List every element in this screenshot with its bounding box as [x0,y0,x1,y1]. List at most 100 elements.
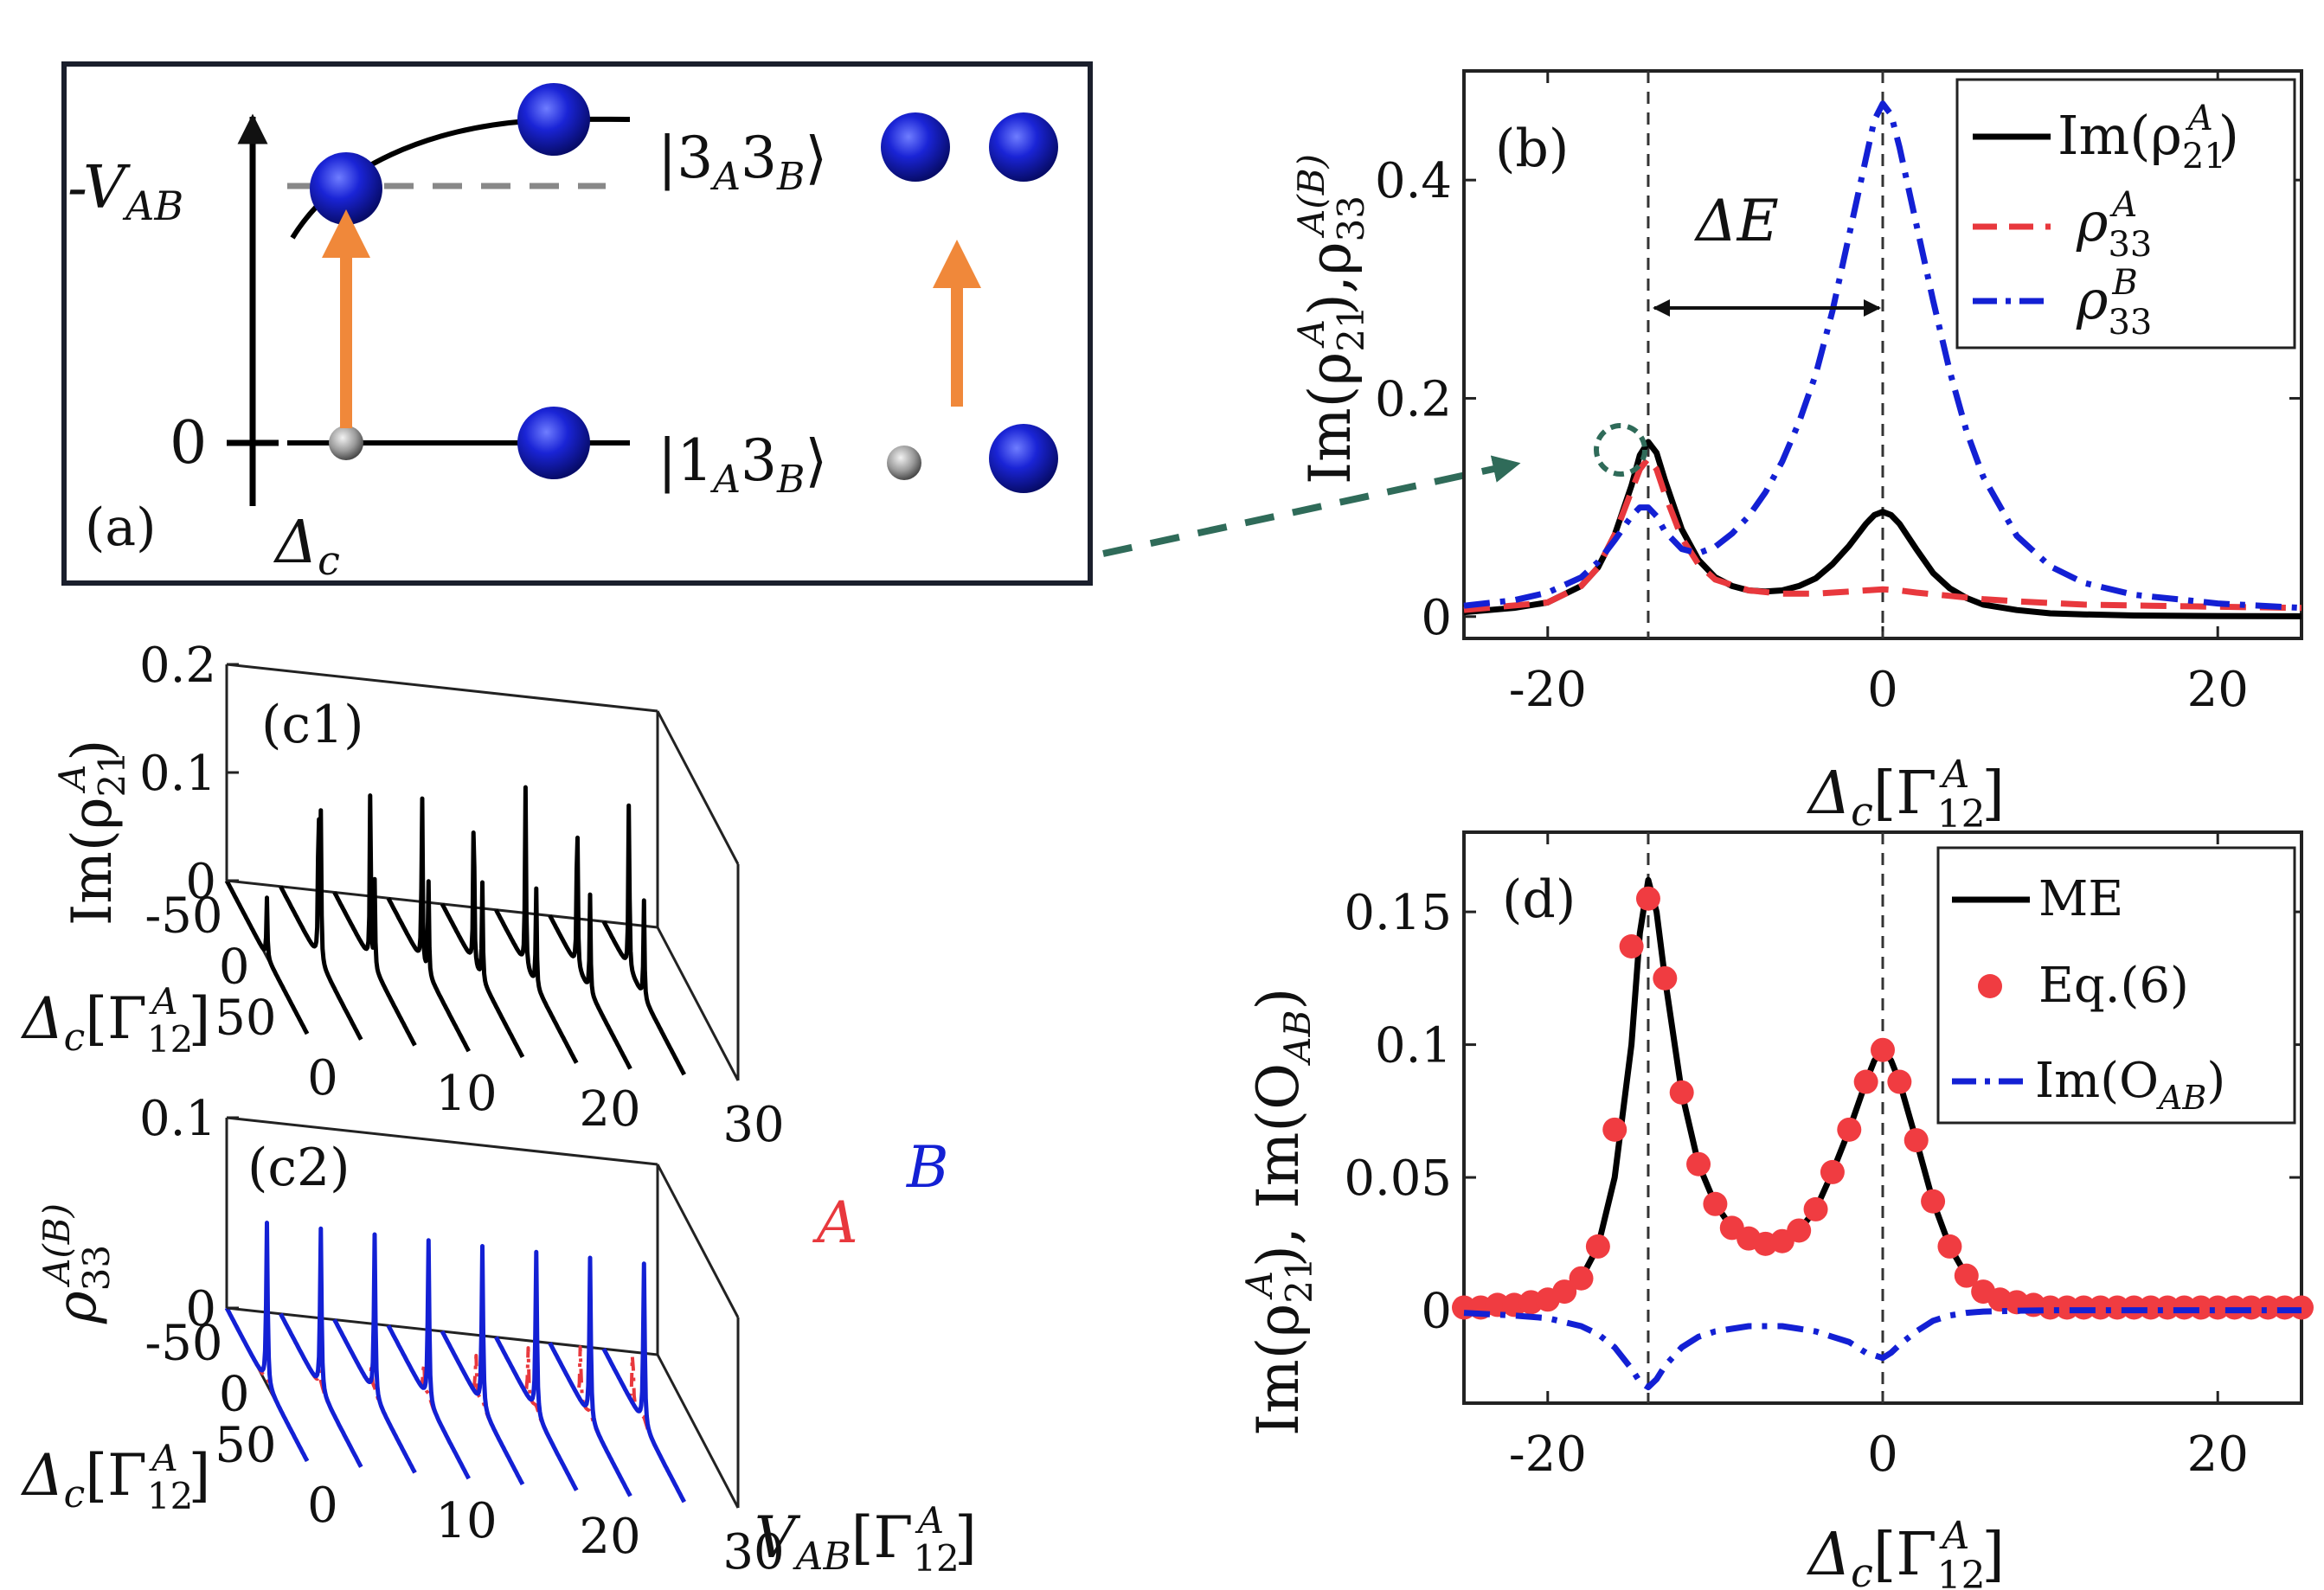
xtick-label: -20 [1509,662,1587,718]
legend-d-marker-eq6 [1978,974,2002,998]
delta-e-label: ΔE [1693,188,1779,254]
data-point [1602,1117,1627,1142]
trace-line [386,796,471,1053]
data-point [1887,1069,1912,1094]
series-line [1463,455,2302,613]
vtick-label: 30 [722,1524,784,1580]
panel-a: -VAB 0 Δc |3A3B⟩ |1A3B⟩ (a) [61,61,1093,586]
data-point [1686,1151,1711,1176]
ztick-label: 0 [185,854,216,910]
trace-a-line [332,1318,417,1474]
panel-c2-label: (c2) [247,1138,350,1198]
ztick-label: 0 [185,1281,216,1337]
data-point [1837,1117,1862,1142]
atom-b-excited-top [517,83,590,156]
data-point [2205,1295,2231,1320]
back-wall-top [226,1116,658,1166]
trace-line [601,803,686,1076]
data-point [2238,1295,2263,1320]
data-point [2105,1295,2130,1320]
trace-b-line [332,1232,417,1474]
trace-line [494,785,579,1064]
dlabel-c1: Δc[Γ12A] [20,980,210,1061]
data-point [1703,1191,1728,1216]
legend-d-text-eq6: Eq.(6) [2038,958,2189,1014]
data-point [2138,1295,2163,1320]
dtick-label: 0 [219,939,250,996]
ytick-label: 0 [1421,590,1452,646]
trace-line [548,835,632,1070]
trace-b-line [386,1238,471,1480]
trace-b-line [601,1261,686,1503]
panel-d-label: (d) [1502,869,1576,930]
data-point [1569,1266,1594,1291]
ytick-label: 0.2 [1375,371,1452,427]
trace-b-line [494,1249,579,1491]
data-point [2038,1295,2063,1320]
data-point [1485,1292,1510,1318]
legend-b-text-rhoA: ρ33A [2076,185,2152,265]
vtick-label: 0 [307,1050,338,1106]
data-point [1669,1080,1694,1105]
vtick-label: 30 [722,1097,784,1153]
zlabel-c2: ρ33A(B) [35,1203,118,1324]
series-line [1463,100,2302,612]
trace-b-line [548,1255,632,1497]
trace-b-line [440,1244,525,1486]
xtick-label: 0 [1867,662,1898,718]
state-top-label: |3A3B⟩ [658,125,827,199]
vtick-label: 20 [579,1081,640,1138]
dtick-label: 0 [219,1367,250,1423]
vlabel-c2: VAB[Γ12A] [754,1499,977,1580]
dtick-label: 50 [215,991,276,1047]
panel-d: -20 0 20 0 0.05 0.1 0.15 (d) ME Eq.(6) Im(OAB)… [1238,830,2314,1590]
data-point [2088,1295,2113,1320]
state-bottom-label: |1A3B⟩ [658,427,827,502]
data-point [1653,965,1678,991]
data-point [1871,1037,1895,1062]
data-point [2054,1295,2079,1320]
side-wall-top [656,1164,740,1318]
data-point [1585,1234,1610,1259]
ytick-label: 0 [1421,1284,1452,1340]
legend-b [1955,78,2296,349]
data-point [1937,1234,1962,1259]
side-wall-top [656,710,740,865]
ylabel-d: Im(ρ21A), Im(OAB) [1238,988,1320,1436]
floor-right [656,926,740,1081]
ztick-label: 0.2 [139,638,216,694]
vtick-label: 10 [435,1066,497,1122]
ylabel-b: Im(ρ21A),ρ33A(B) [1290,154,1372,484]
data-point [1954,1263,1979,1288]
vtick-label: 20 [579,1509,640,1565]
legend-b-text-im: Im(ρ21A) [2058,99,2239,176]
data-point [1853,1069,1878,1094]
atom-a-ground [329,426,363,460]
data-point [1921,1189,1946,1214]
ytick-label: 0.4 [1375,153,1452,209]
trace-b-line [279,1226,363,1468]
trace-line [332,793,417,1047]
level-top-label: -VAB [67,154,183,229]
dtick-label: 50 [215,1418,276,1474]
ztick-label: 0.1 [139,746,216,802]
trace-line [279,808,363,1041]
atom-b-excited-bottom [517,407,590,479]
dtick-label: -50 [144,888,222,945]
data-point [1635,886,1660,911]
pair-top-atom-a [881,112,950,182]
vtick-label: 0 [307,1478,338,1534]
data-point [1903,1128,1929,1153]
highlight-circle [1594,423,1647,477]
ytick-label: 0.15 [1344,885,1452,941]
xlabel-d: Δc[Γ12A] [1806,1514,2005,1590]
xlabel-b: Δc[Γ12A] [1806,753,2005,837]
panel-b-label: (b) [1495,119,1569,179]
series-line [1463,1307,2302,1391]
data-point [2155,1295,2180,1320]
trace-b-line [224,1221,310,1463]
vtick-label: 10 [435,1493,497,1549]
